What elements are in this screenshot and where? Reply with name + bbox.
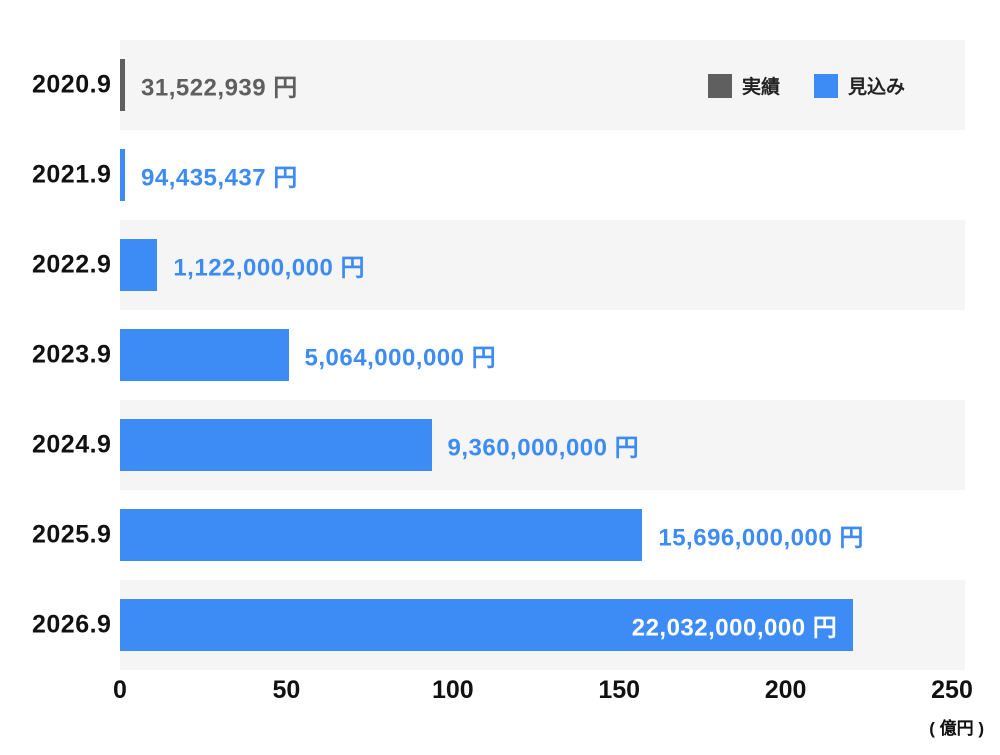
category-label: 2020.9: [32, 70, 112, 99]
chart-row: 2022.9 1,122,000,000 円: [0, 220, 1000, 310]
chart-row: 2023.9 5,064,000,000 円: [0, 310, 1000, 400]
row-plot-area: 94,435,437 円: [120, 130, 952, 220]
row-stripe: [120, 220, 965, 310]
x-tick: 100: [431, 676, 474, 704]
bar-forecast: [120, 599, 854, 651]
legend-item-actual: 実績: [708, 72, 780, 99]
x-tick: 250: [931, 676, 973, 704]
value-label: 31,522,939 円: [141, 74, 298, 102]
bar-forecast: [120, 509, 643, 561]
category-label: 2025.9: [32, 520, 112, 549]
legend-label: 実績: [742, 77, 781, 98]
bar-forecast: [120, 419, 432, 471]
row-plot-area: 22,032,000,000 円: [120, 580, 952, 670]
actual-swatch-icon: [708, 73, 732, 98]
value-label: 1,122,000,000 円: [173, 254, 365, 282]
category-label: 2023.9: [32, 340, 112, 369]
bar-actual: [120, 59, 125, 111]
chart-row: 2025.9 15,696,000,000 円: [0, 490, 1000, 580]
value-label: 5,064,000,000 円: [304, 344, 497, 372]
row-plot-area: 9,360,000,000 円: [120, 400, 952, 490]
x-axis: 0 50 100 150 200 250: [113, 676, 973, 710]
bar-forecast: [120, 149, 125, 201]
chart-row: 2024.9 9,360,000,000 円: [0, 400, 1000, 490]
category-label: 2024.9: [32, 430, 112, 459]
forecast-swatch-icon: [814, 73, 839, 98]
row-plot-area: 15,696,000,000 円: [120, 490, 952, 580]
bar-forecast: [120, 329, 289, 381]
axis-unit-label: ( 億円 ): [929, 719, 984, 738]
value-label: 94,435,437 円: [141, 164, 298, 192]
legend-item-forecast: 見込み: [814, 72, 905, 99]
x-tick: 150: [598, 676, 641, 704]
x-tick: 50: [272, 676, 301, 704]
x-tick: 0: [113, 676, 127, 704]
value-label: 15,696,000,000 円: [658, 524, 864, 552]
category-label: 2022.9: [32, 250, 112, 279]
x-tick: 200: [764, 676, 807, 704]
chart-row: 2026.9 22,032,000,000 円: [0, 580, 1000, 670]
row-plot-area: 5,064,000,000 円: [120, 310, 952, 400]
chart-row: 2021.9 94,435,437 円: [0, 130, 1000, 220]
legend-label: 見込み: [848, 77, 906, 98]
category-label: 2021.9: [32, 160, 112, 189]
chart-rows: 2020.9 31,522,939 円 2021.9 94,435,437 円 …: [0, 40, 1000, 670]
row-plot-area: 31,522,939 円: [120, 40, 952, 130]
legend: 実績 見込み: [708, 72, 905, 99]
category-label: 2026.9: [32, 610, 112, 639]
bar-forecast: [120, 239, 158, 291]
value-label: 22,032,000,000 円: [631, 614, 838, 642]
value-label: 9,360,000,000 円: [447, 434, 640, 462]
row-plot-area: 1,122,000,000 円: [120, 220, 952, 310]
